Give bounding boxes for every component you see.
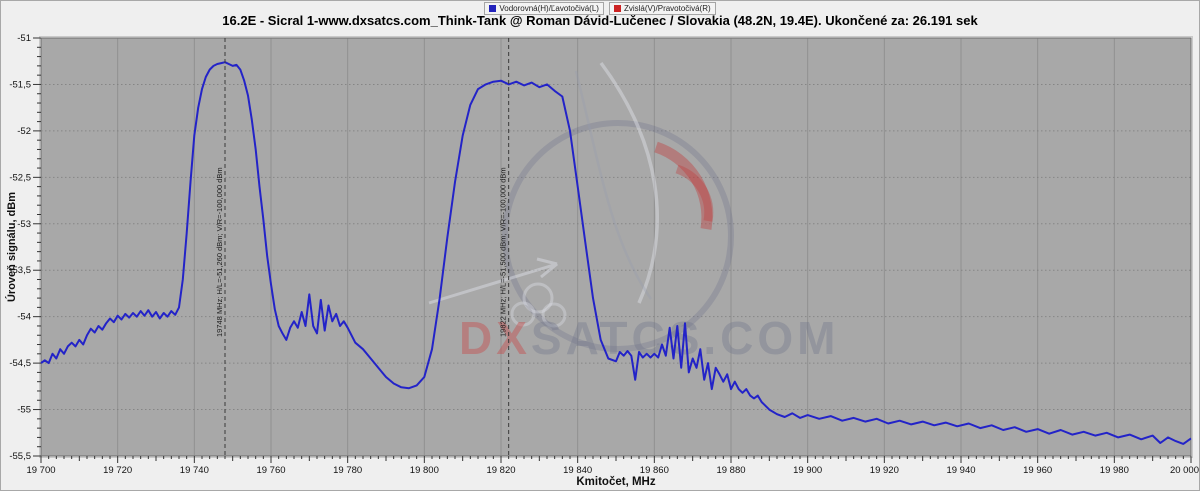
x-tick-label: 19 700: [26, 465, 55, 476]
x-tick-label: 19 720: [103, 465, 132, 476]
legend-item-horizontal-lhcp: Vodorovná(H)/Ľavotočivá(L): [484, 2, 604, 15]
x-tick-label: 19 980: [1100, 465, 1129, 476]
x-tick-label: 19 880: [716, 465, 745, 476]
plot-area[interactable]: [40, 37, 1192, 457]
x-tick-label: 19 840: [563, 465, 592, 476]
x-tick-label: 19 860: [640, 465, 669, 476]
marker-label: 19822 MHz; H/L=-51,500 dBm; V/R=-100,000…: [499, 167, 508, 337]
legend: Vodorovná(H)/Ľavotočivá(L) Zvislá(V)/Pra…: [1, 2, 1199, 15]
y-tick-label: -54,5: [9, 358, 31, 369]
x-tick-label: 19 940: [946, 465, 975, 476]
y-tick-label: -54: [17, 312, 31, 323]
y-tick-label: -55,5: [9, 451, 31, 462]
x-tick-label: 19 800: [410, 465, 439, 476]
legend-swatch-red-icon: [613, 5, 621, 12]
legend-swatch-blue-icon: [489, 5, 497, 12]
marker-line-1[interactable]: 19748 MHz; H/L=-51,260 dBm; V/R=-100,000…: [215, 38, 226, 456]
x-tick-label: 19 960: [1023, 465, 1052, 476]
trace-horizontal-lhcp: [40, 61, 1192, 445]
x-tick-label: 20 000: [1170, 465, 1199, 476]
chart-title: 16.2E - Sicral 1-www.dxsatcs.com_Think-T…: [222, 13, 978, 28]
y-axis-title: Úroveň signálu, dBm: [6, 191, 18, 303]
x-axis-title: Kmitočet, MHz: [576, 476, 656, 488]
y-tick-label: -53: [17, 219, 31, 230]
y-tick-label: -55: [17, 405, 31, 416]
y-tick-label: -52,5: [9, 172, 31, 183]
axes: 19 700 19 720 19 740 19 760 19 780 19 800 19 8…: [9, 33, 1199, 476]
y-tick-label: -51,5: [9, 79, 31, 90]
y-tick-label: -53,5: [9, 265, 31, 276]
x-tick-label: 19 760: [256, 465, 285, 476]
y-tick-label: -52: [17, 126, 31, 137]
x-tick-label: 19 780: [333, 465, 362, 476]
x-tick-label: 19 740: [180, 465, 209, 476]
x-tick-label: 19 820: [486, 465, 515, 476]
marker-label: 19748 MHz; H/L=-51,260 dBm; V/R=-100,000…: [215, 167, 224, 337]
legend-item-vertical-rhcp: Zvislá(V)/Pravotočivá(R): [608, 2, 716, 15]
legend-label: Zvislá(V)/Pravotočivá(R): [623, 4, 711, 13]
y-tick-label: -51: [17, 33, 31, 44]
legend-label: Vodorovná(H)/Ľavotočivá(L): [499, 4, 599, 13]
x-tick-label: 19 900: [793, 465, 822, 476]
x-tick-label: 19 920: [870, 465, 899, 476]
marker-line-2[interactable]: 19822 MHz; H/L=-51,500 dBm; V/R=-100,000…: [499, 38, 510, 456]
